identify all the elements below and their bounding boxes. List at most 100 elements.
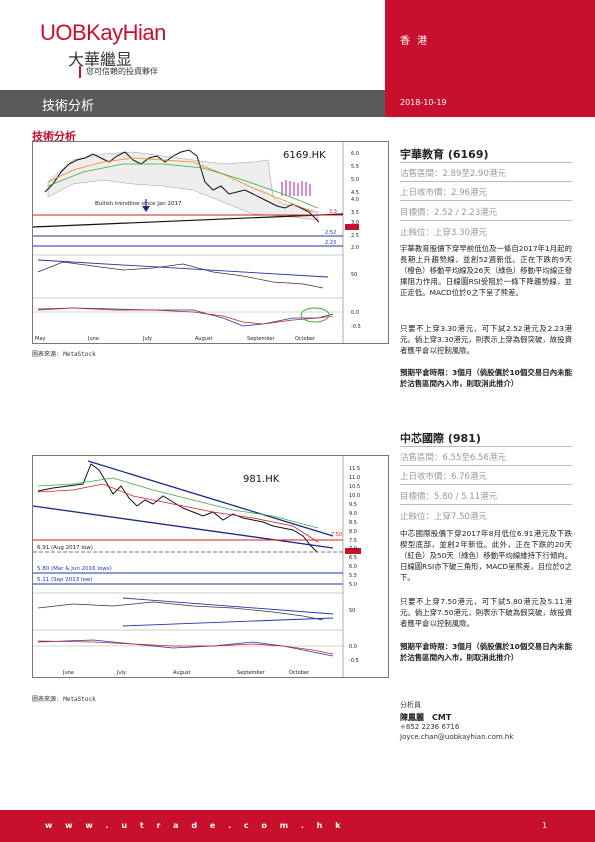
- svg-text:8.5: 8.5: [349, 520, 357, 526]
- ma-red: [37, 483, 319, 543]
- svg-text:11.5: 11.5: [349, 466, 360, 472]
- svg-text:-0.5: -0.5: [349, 658, 359, 664]
- rsi-line: [37, 601, 324, 621]
- svg-text:-0.5: -0.5: [351, 324, 361, 330]
- svg-text:May: May: [35, 336, 45, 342]
- stock-1-analysis: 宇華教育股價下穿早前低位及一條自2017年1月起的長期上升趨勢線，並創52週新低…: [400, 244, 573, 298]
- chart-981-svg: 981.HK 7.50 6.91 (Aug 2017 low) 5.80 (Ma…: [32, 456, 361, 677]
- svg-text:July: July: [142, 336, 152, 342]
- svg-text:9.0: 9.0: [349, 511, 357, 517]
- svg-text:10.0: 10.0: [349, 493, 360, 499]
- chart-6169-svg: 6169.HK Bullish trendline since Jan 2017…: [32, 142, 361, 343]
- macd-line: [37, 639, 334, 657]
- svg-text:7.0: 7.0: [349, 546, 357, 552]
- wedge-top: [87, 460, 334, 537]
- tagline: 您可信賴的投資夥伴: [86, 67, 158, 76]
- divider: [400, 484, 572, 485]
- region-label: 香 港: [400, 36, 430, 47]
- svg-text:August: August: [173, 670, 191, 676]
- down-arrow: [142, 206, 150, 212]
- level-label-3.3: 3.3: [329, 209, 337, 215]
- svg-text:September: September: [237, 670, 266, 676]
- svg-text:June: June: [87, 336, 99, 342]
- svg-text:5.5: 5.5: [349, 573, 357, 579]
- month-axis: May June July August September October: [35, 336, 316, 342]
- footer-bar: [0, 810, 595, 842]
- wedge-bottom: [32, 505, 334, 549]
- stock-2-stop: 止蝕位：上穿7.50港元: [400, 512, 487, 522]
- level-label-5.80: 5.80 (Mar & Jun 2016 lows): [37, 566, 112, 572]
- price-axis: 11.5 11.0 10.5 10.0 9.5 9.0 8.5 8.0 7.5 …: [349, 466, 360, 588]
- svg-text:0.0: 0.0: [349, 644, 357, 650]
- section-bar: [0, 90, 385, 117]
- stock-2-targets-text: 只要不上穿7.50港元，可下試5.80港元及5.11港元。倘上穿7.50港元，則…: [400, 597, 572, 629]
- svg-text:June: June: [62, 670, 74, 676]
- svg-text:10.5: 10.5: [349, 484, 360, 490]
- level-label-2.52: 2.52: [325, 230, 336, 236]
- header-red-panel: [385, 0, 595, 117]
- macd-signal: [37, 307, 334, 325]
- svg-text:7.5: 7.5: [349, 538, 357, 544]
- analyst-name: 陳鳳麗 CMT: [400, 713, 452, 722]
- stock-2-name: 中芯國際 (981): [400, 432, 481, 445]
- svg-text:July: July: [116, 670, 126, 676]
- logo-divider: [79, 66, 81, 78]
- svg-text:4.0: 4.0: [351, 197, 359, 203]
- svg-text:2.0: 2.0: [351, 245, 359, 251]
- analyst-email[interactable]: Joyce.chan@uobkayhian.com.hk: [400, 733, 514, 741]
- price-line: [44, 149, 320, 223]
- sub-title: 技術分析: [32, 130, 76, 143]
- level-label-5.11: 5.11 (Sep 2013 low): [37, 577, 93, 583]
- volume-histogram: [281, 180, 311, 196]
- stock-2-close: 上日收市價：6.76港元: [400, 472, 487, 482]
- price-axis: 6.0 5.5 5.0 4.5 4.0 3.5 3.0 2.5 2.0: [351, 151, 359, 251]
- svg-text:9.5: 9.5: [349, 502, 357, 508]
- macd-line: [37, 307, 334, 327]
- section-title: 技術分析: [42, 99, 95, 114]
- stock-2-target: 目標價：5.80 / 5.11港元: [400, 492, 498, 502]
- svg-text:4.5: 4.5: [351, 190, 359, 196]
- ma-orange: [47, 157, 314, 213]
- divider: [400, 504, 572, 505]
- svg-text:8.0: 8.0: [349, 529, 357, 535]
- chart-6169: 6169.HK Bullish trendline since Jan 2017…: [32, 141, 389, 344]
- page-number: 1: [542, 821, 548, 830]
- rsi-trendline: [122, 597, 334, 615]
- rsi-trendline: [37, 259, 329, 278]
- stock-1-name: 宇華教育 (6169): [400, 148, 489, 161]
- month-axis: June July August September October: [62, 670, 310, 676]
- svg-text:50: 50: [351, 272, 357, 278]
- macd-highlight: [300, 307, 330, 323]
- divider: [400, 220, 572, 221]
- stock-1-close: 上日收市價：2.96港元: [400, 188, 487, 198]
- chart-981-ticker: 981.HK: [243, 474, 280, 485]
- macd-signal: [37, 640, 334, 655]
- stock-2-sell-range: 沽售區間：6.55至6.56港元: [400, 453, 506, 463]
- divider: [400, 465, 572, 466]
- svg-text:0.0: 0.0: [351, 310, 359, 316]
- stock-1-stop: 止蝕位：上穿3.30港元: [400, 228, 487, 238]
- divider: [400, 181, 572, 182]
- stock-2-analysis: 中芯國際股價下穿2017年8月低位6.91港元及下跌楔型底部，並創2年新低。此外…: [400, 529, 573, 583]
- rsi-line: [37, 261, 324, 289]
- divider: [400, 200, 572, 201]
- divider: [400, 446, 572, 447]
- svg-text:3.5: 3.5: [351, 210, 359, 216]
- stock-1-sell-range: 沽售區間：2.89至2.90港元: [400, 169, 506, 179]
- analyst-phone: +852 2236 6716: [400, 723, 460, 731]
- svg-text:5.5: 5.5: [351, 164, 359, 170]
- svg-text:August: August: [195, 336, 213, 342]
- svg-text:11.0: 11.0: [349, 475, 360, 481]
- analyst-label: 分析員: [400, 701, 421, 709]
- footer-url[interactable]: w w w . u t r a d e . c o m . h k: [45, 821, 346, 830]
- svg-text:6.0: 6.0: [349, 564, 357, 570]
- chart-6169-source: 圖表來源: MetaStock: [32, 351, 96, 358]
- svg-text:3.0: 3.0: [351, 220, 359, 226]
- chart-6169-annotation: Bullish trendline since Jan 2017: [95, 201, 182, 207]
- stock-2-holding-period: 預期平倉時限：3個月（倘股價於10個交易日內未能於沽售區間內入市，則取消此推介）: [400, 642, 572, 663]
- ma-green: [37, 477, 319, 529]
- bullish-trendline: [32, 213, 344, 228]
- svg-text:September: September: [247, 336, 276, 342]
- divider: [400, 162, 572, 163]
- chart-981: 981.HK 7.50 6.91 (Aug 2017 low) 5.80 (Ma…: [32, 455, 389, 678]
